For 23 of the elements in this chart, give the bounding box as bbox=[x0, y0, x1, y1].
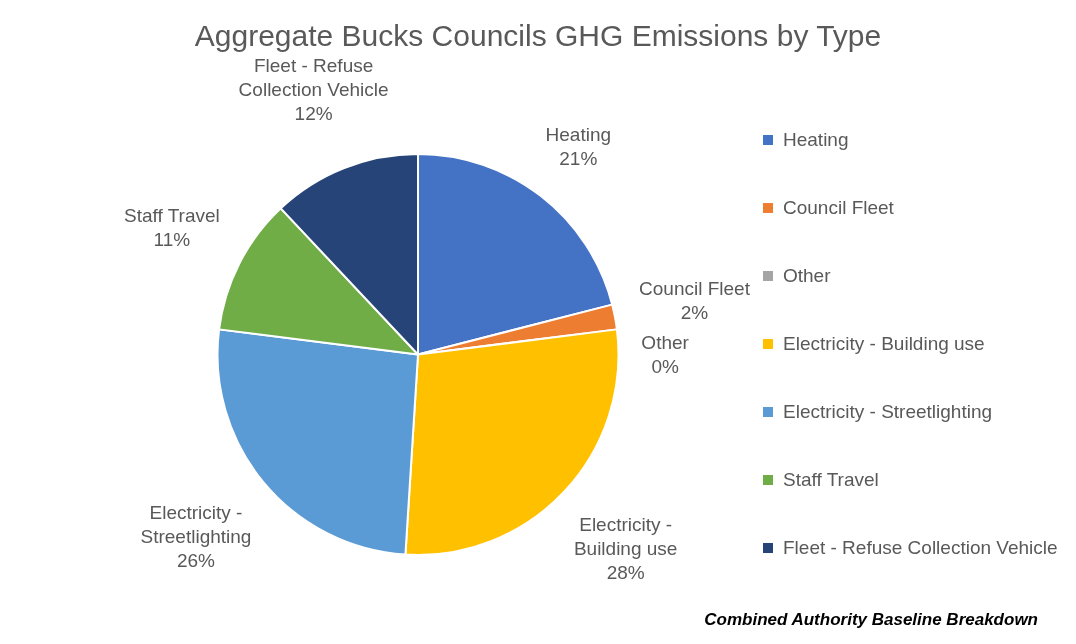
data-label: 26% bbox=[176, 550, 216, 572]
text: 0% bbox=[651, 355, 679, 377]
data-label: 12% bbox=[294, 103, 333, 125]
legend-label: Electricity - Building use bbox=[783, 333, 985, 355]
data-label: 21% bbox=[559, 148, 598, 170]
data-label: 28% bbox=[606, 561, 645, 583]
legend-label: Other bbox=[783, 265, 831, 287]
text: Combined Authority Baseline Breakdown bbox=[704, 609, 1038, 629]
legend-label: Council Fleet bbox=[783, 197, 894, 219]
slice-label: Staff Travel bbox=[124, 205, 220, 227]
slice-label: Council Fleet bbox=[639, 277, 751, 299]
legend-label: Fleet - Refuse Collection Vehicle bbox=[783, 537, 1058, 559]
legend-label: Heating bbox=[783, 129, 849, 151]
slice-label: Electricity - Streetlighting bbox=[140, 502, 252, 548]
legend-label: Electricity - Streetlighting bbox=[783, 401, 993, 423]
slice-label: Heating bbox=[545, 124, 612, 146]
slice-label: Fleet - Refuse Collection Vehicle bbox=[238, 55, 389, 101]
slice-label: Electricity - Building use bbox=[573, 513, 678, 559]
legend-label: Staff Travel bbox=[783, 469, 879, 491]
data-label: 2% bbox=[680, 301, 709, 323]
data-label: 11% bbox=[153, 229, 191, 251]
chart-title: Aggregate Bucks Councils GHG Emissions by Type bbox=[194, 19, 882, 53]
category-label: Other bbox=[641, 331, 689, 353]
